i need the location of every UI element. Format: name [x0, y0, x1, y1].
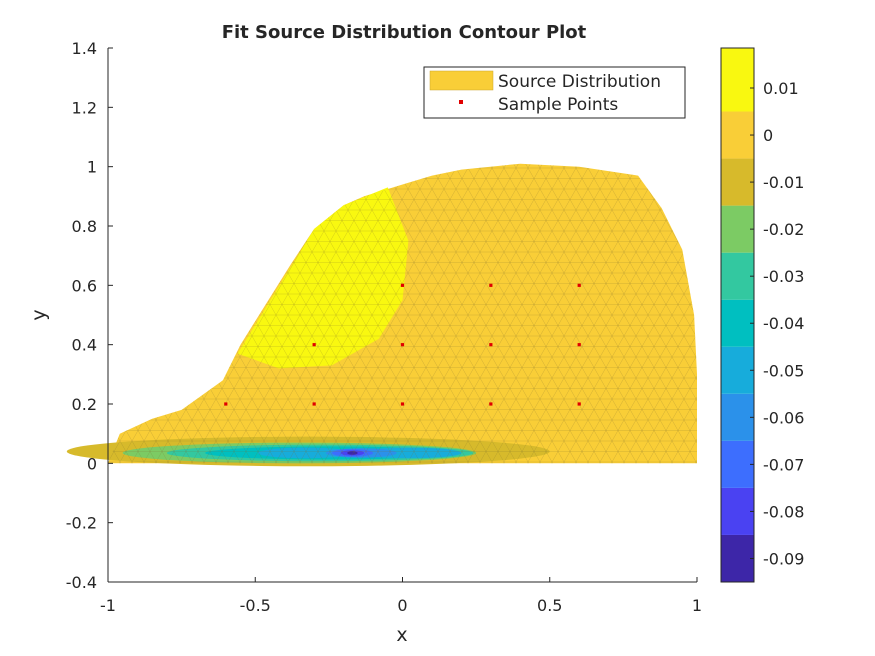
- x-tick-label-0: -1: [100, 596, 116, 615]
- chart-title: Fit Source Distribution Contour Plot: [222, 22, 587, 43]
- y-tick-label-1: 1.2: [72, 98, 97, 117]
- y-tick-label-5: 0.4: [72, 336, 97, 355]
- colorbar-tick-label-6: -0.03: [763, 267, 804, 286]
- colorbar-tick-label-10: 0.01: [763, 79, 799, 98]
- colorbar-segment-2: [721, 440, 754, 488]
- colorbar-tick-label-9: 0: [763, 126, 773, 145]
- colorbar-segment-0: [721, 534, 754, 582]
- y-tick-label-6: 0.2: [72, 395, 97, 414]
- sample-point-1: [312, 402, 316, 406]
- colorbar-tick-label-2: -0.07: [763, 455, 804, 474]
- colorbar-segment-7: [721, 205, 754, 253]
- x-axis-label: x: [396, 624, 407, 646]
- colorbar-tick-label-8: -0.01: [763, 173, 804, 192]
- legend-marker-samples: [459, 100, 463, 104]
- colorbar-ticks: -0.09 -0.08 -0.07 -0.06 -0.05 -0.04 -0.03 -0.02…: [750, 79, 804, 568]
- colorbar-tick-label-1: -0.08: [763, 502, 804, 521]
- colorbar-segment-1: [721, 487, 754, 535]
- x-tick-label-3: 0.5: [537, 596, 562, 615]
- colorbar-segment-6: [721, 252, 754, 300]
- colorbar-tick-label-0: -0.09: [763, 549, 804, 568]
- y-tick-label-8: -0.2: [66, 514, 97, 533]
- x-ticks: -1 -0.5 0 0.5 1: [100, 577, 702, 615]
- plot-content: [66, 163, 697, 467]
- sample-point-0: [224, 402, 228, 406]
- y-axis-label: y: [28, 309, 50, 320]
- sample-point-2: [400, 402, 405, 406]
- legend: Source Distribution Sample Points: [423, 66, 686, 119]
- sample-point-11: [577, 283, 581, 287]
- colorbar-segment-3: [721, 393, 754, 441]
- colorbar: [720, 47, 755, 583]
- x-tick-label-4: 1: [692, 596, 702, 615]
- y-tick-label-2: 1: [87, 158, 97, 177]
- y-ticks: 1.4 1.2 1 0.8 0.6 0.4 0.2 0 -0.2 -0.4: [66, 39, 113, 592]
- colorbar-tick-label-3: -0.06: [763, 408, 804, 427]
- sample-point-9: [400, 283, 405, 287]
- colorbar-segment-9: [721, 111, 754, 159]
- legend-label-samples: Sample Points: [498, 95, 618, 115]
- x-tick-label-1: -0.5: [240, 596, 271, 615]
- sample-point-6: [400, 343, 405, 347]
- y-tick-label-9: -0.4: [66, 573, 97, 592]
- x-tick-label-2: 0: [397, 596, 407, 615]
- colorbar-frame: [720, 47, 755, 583]
- sample-point-7: [489, 343, 493, 347]
- colorbar-tick-label-5: -0.04: [763, 314, 804, 333]
- y-tick-label-7: 0: [87, 454, 97, 473]
- legend-label-source: Source Distribution: [498, 72, 661, 92]
- legend-swatch-source: [429, 70, 494, 91]
- sample-point-8: [577, 343, 581, 347]
- colorbar-tick-label-4: -0.05: [763, 361, 804, 380]
- sample-point-4: [577, 402, 581, 406]
- mesh-overlay: [108, 163, 697, 464]
- colorbar-tick-label-7: -0.02: [763, 220, 804, 239]
- colorbar-segment-5: [721, 299, 754, 347]
- sample-point-5: [312, 343, 316, 347]
- colorbar-segment-10: [721, 48, 754, 112]
- y-tick-label-4: 0.6: [72, 276, 97, 295]
- sample-point-3: [489, 402, 493, 406]
- y-tick-label-3: 0.8: [72, 217, 97, 236]
- colorbar-segment-4: [721, 346, 754, 394]
- colorbar-segment-8: [721, 158, 754, 206]
- y-tick-label-0: 1.4: [72, 39, 97, 58]
- sample-point-10: [489, 283, 493, 287]
